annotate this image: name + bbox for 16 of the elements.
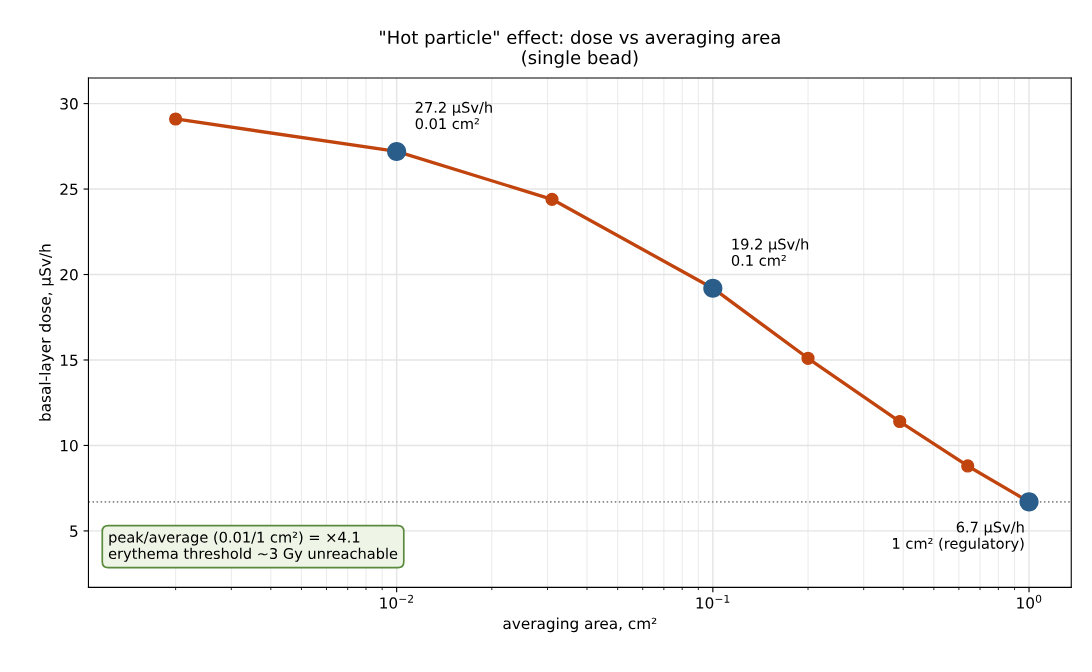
x-tick-label: 10$^{−1}$ <box>696 594 730 609</box>
y-axis-title: basal-layer dose, μSv/h <box>38 244 54 421</box>
y-tick-label: 5 <box>70 525 78 537</box>
x-tick-label: 10$^{−2}$ <box>380 594 413 609</box>
chart-title: "Hot particle" effect: dose vs averaging area (single bead) <box>380 30 780 68</box>
x-axis-title: averaging area, cm² <box>503 617 657 633</box>
y-tick-label: 15 <box>60 354 78 367</box>
annotation: 27.2 μSv/h 0.01 cm² <box>415 101 492 130</box>
y-tick-label: 10 <box>60 439 78 452</box>
x-tick-label: 10$^{0}$ <box>1017 594 1042 609</box>
y-tick-label: 25 <box>60 183 78 196</box>
annotation: 19.2 μSv/h 0.1 cm² <box>731 238 809 266</box>
y-tick-label: 20 <box>60 268 78 281</box>
annotation: 6.7 μSv/h 1 cm² (regulatory) <box>893 521 1024 552</box>
y-tick-label: 30 <box>60 98 78 110</box>
annotation: peak/average (0.01/1 cm²) = ×4.1 erythema threshold ~3 Gy unreachable <box>108 531 398 562</box>
